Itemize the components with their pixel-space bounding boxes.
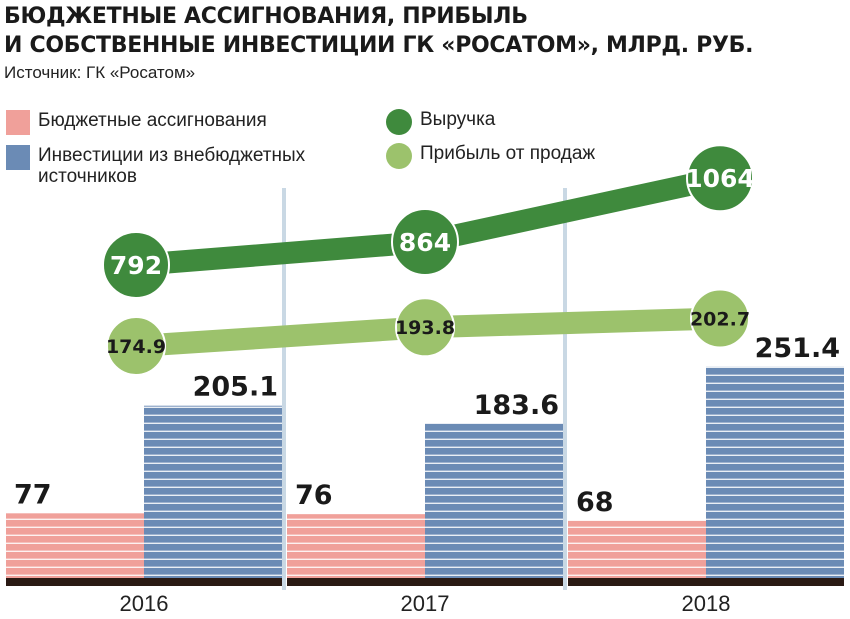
legend-item-budget: Бюджетные ассигнования (6, 110, 267, 135)
point-profit-2018 (690, 288, 750, 349)
legend-item-revenue: Выручка (386, 109, 495, 135)
legend-swatch-profit (386, 143, 412, 169)
point-label-revenue-2016: 792 (110, 251, 162, 280)
point-label-profit-2016: 174.9 (106, 336, 166, 358)
legend-label-invest-line2: источников (38, 166, 137, 187)
legend-label-revenue: Выручка (420, 109, 496, 130)
point-label-revenue-2017: 864 (399, 228, 451, 257)
legend-item-profit: Прибыль от продаж (386, 143, 595, 169)
bar-budget-stripes-2018 (568, 520, 706, 578)
legend-label-budget: Бюджетные ассигнования (38, 110, 267, 131)
point-profit-2017 (395, 297, 455, 358)
point-revenue-2016 (102, 231, 170, 299)
x-tick-label-2017: 2017 (401, 591, 450, 616)
bar-budget-stripes-2016 (6, 513, 144, 578)
legend-label-invest-line1: Инвестиции из внебюджетных (38, 145, 306, 166)
baseline-2017 (287, 578, 563, 586)
baseline-2018 (568, 578, 844, 586)
legend-swatch-budget (6, 110, 30, 135)
point-label-profit-2018: 202.7 (690, 308, 750, 330)
bar-label-invest-2018: 251.4 (755, 333, 840, 364)
bar-invest-stripes-2017 (425, 423, 563, 578)
baseline-2016 (6, 578, 282, 586)
bar-label-budget-2018: 68 (576, 487, 614, 518)
legend-label-profit: Прибыль от продаж (420, 143, 596, 164)
legend-swatch-revenue (386, 109, 412, 135)
x-tick-label-2016: 2016 (120, 591, 169, 616)
bar-label-invest-2017: 183.6 (474, 390, 559, 421)
point-label-revenue-2018: 1064 (685, 164, 755, 193)
point-revenue-2018 (686, 144, 754, 213)
bar-invest-stripes-2018 (706, 366, 844, 578)
chart-source: Источник: ГК «Росатом» (4, 63, 196, 82)
bar-invest-stripes-2016 (144, 405, 282, 578)
chart-title-line1: БЮДЖЕТНЫЕ АССИГНОВАНИЯ, ПРИБЫЛЬ (4, 4, 528, 29)
point-profit-2016 (106, 316, 166, 376)
chart-title: БЮДЖЕТНЫЕ АССИГНОВАНИЯ, ПРИБЫЛЬ И СОБСТВ… (4, 2, 844, 60)
point-label-profit-2017: 193.8 (395, 317, 455, 339)
bar-budget-stripes-2017 (287, 514, 425, 578)
bar-label-invest-2016: 205.1 (193, 372, 278, 403)
legend-swatch-invest (6, 145, 30, 170)
chart-title-line2: И СОБСТВЕННЫЕ ИНВЕСТИЦИИ ГК «РОСАТОМ», М… (4, 33, 754, 58)
point-revenue-2017 (391, 208, 459, 277)
legend-item-invest: Инвестиции из внебюджетных источников (6, 145, 305, 187)
bar-label-budget-2017: 76 (295, 480, 333, 511)
bar-label-budget-2016: 77 (14, 479, 52, 510)
legend-label-invest: Инвестиции из внебюджетных источников (38, 145, 305, 187)
x-tick-label-2018: 2018 (682, 591, 731, 616)
